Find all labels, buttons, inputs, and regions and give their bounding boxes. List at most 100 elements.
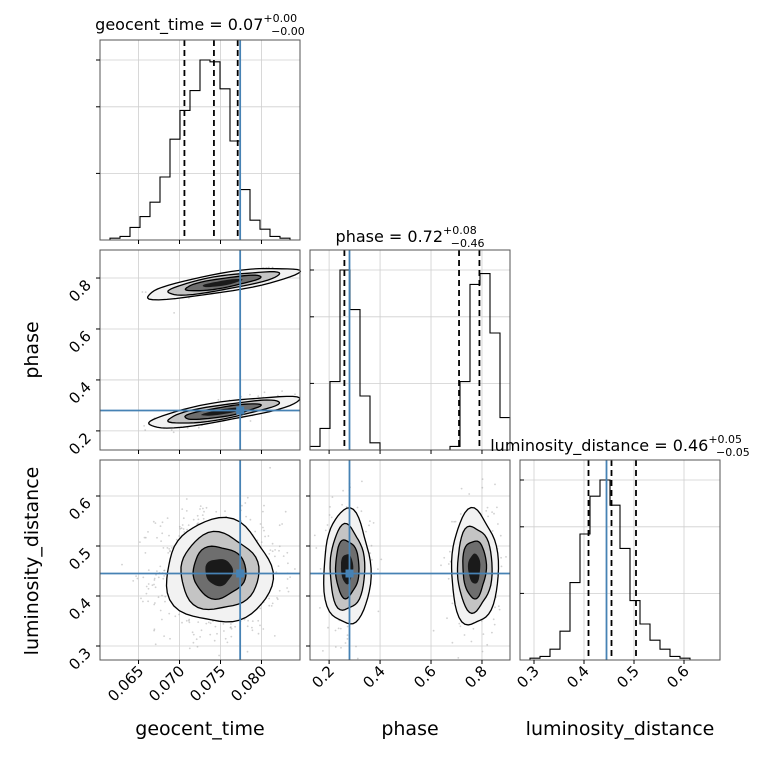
scatter-point: [460, 487, 463, 490]
scatter-point: [263, 391, 266, 394]
hist-geocent-time-frame: [99, 39, 301, 241]
hist-bin-geocent-time-15: [250, 220, 260, 240]
scatter-point: [481, 478, 484, 480]
scatter-point: [271, 542, 274, 545]
hist-bin-phase-1: [320, 428, 330, 450]
ytick-label-luminosity-distance-0: 0.3: [65, 644, 95, 674]
hist-bin-geocent-time-10: [200, 60, 210, 240]
scatter-point: [244, 502, 247, 504]
scatter-point: [468, 493, 471, 495]
scatter-point: [246, 496, 249, 499]
scatter-point: [259, 523, 262, 525]
scatter-point: [205, 622, 208, 625]
hist-bin-phase-15: [460, 382, 470, 450]
scatter-point: [259, 607, 262, 610]
scatter-point: [169, 637, 171, 640]
hist-panel-geocent-time: [96, 39, 301, 244]
scatter-point: [463, 634, 466, 636]
scatter-point: [284, 510, 287, 513]
hist-bin-phase-0: [310, 446, 320, 450]
hist-step-luminosity-distance: [520, 479, 720, 661]
scatter-point: [281, 523, 283, 525]
scatter-point: [268, 597, 270, 600]
scatter-point: [268, 553, 271, 555]
scatter-point: [182, 528, 185, 530]
scatter-point: [491, 530, 494, 532]
scatter-point: [263, 504, 265, 507]
scatter-point: [286, 587, 288, 589]
title-phase-plus: +0.08: [443, 224, 477, 237]
xlabel-geocent-time: geocent_time: [135, 718, 264, 740]
scatter-point: [153, 583, 155, 586]
scatter-point: [224, 637, 227, 640]
scatter-point: [162, 547, 165, 549]
scatter-point: [154, 643, 157, 646]
scatter-point: [278, 549, 280, 552]
scatter-point: [201, 514, 204, 516]
scatter-point: [223, 630, 225, 632]
hist-bin-luminosity-distance-11: [630, 601, 640, 660]
scatter-point: [286, 551, 289, 554]
scatter-point: [245, 515, 248, 518]
scatter-point: [251, 620, 254, 622]
title-geocent-time-minus: −0.00: [271, 25, 305, 38]
title-phase-median: 0.72: [407, 227, 443, 246]
scatter-point: [274, 549, 276, 551]
scatter-point: [159, 525, 162, 527]
scatter-point: [197, 426, 200, 429]
scatter-point: [160, 540, 163, 542]
hist-bin-geocent-time-11: [210, 62, 220, 240]
scatter-point: [251, 629, 254, 632]
scatter-point: [163, 569, 166, 572]
scatter-point: [451, 520, 453, 523]
scatter-point: [287, 562, 289, 565]
scatter-point: [319, 568, 322, 570]
xtick-label-phase-1: 0.4: [359, 662, 389, 692]
ytick-label-phase-1: 0.4: [65, 378, 95, 408]
scatter-point: [380, 558, 383, 561]
scatter-point: [276, 597, 278, 599]
scatter-point: [294, 393, 296, 396]
scatter-point: [153, 603, 156, 606]
scatter-point: [140, 597, 142, 600]
scatter-point: [168, 548, 171, 550]
scatter-point: [315, 547, 318, 549]
hist-bin-geocent-time-4: [140, 217, 150, 240]
scatter-point: [275, 571, 278, 573]
title-geocent-time-median: 0.07: [228, 15, 264, 34]
scatter-point: [142, 600, 144, 603]
scatter-point: [360, 510, 363, 513]
scatter-point: [339, 627, 342, 630]
hist-bin-geocent-time-17: [270, 236, 280, 240]
scatter-point: [197, 621, 200, 623]
scatter-point: [249, 518, 252, 521]
scatter-point: [369, 552, 372, 554]
scatter-point: [163, 635, 166, 637]
title-luminosity-distance-label: luminosity_distance: [490, 436, 649, 456]
scatter-point: [372, 522, 375, 524]
scatter-point: [217, 398, 220, 401]
scatter-point: [356, 657, 359, 660]
scatter-point: [188, 618, 191, 621]
scatter-point: [263, 529, 265, 532]
xtick-label-phase-0: 0.2: [308, 662, 338, 692]
xtick-label-geocent-time-1: 0.070: [145, 662, 188, 705]
scatter-point: [289, 576, 291, 578]
scatter-point: [449, 550, 451, 553]
scatter-point: [185, 619, 188, 622]
scatter-point: [480, 620, 483, 622]
scatter-point: [493, 512, 495, 515]
scatter-point: [195, 638, 198, 641]
xlabel-luminosity-distance: luminosity_distance: [526, 718, 715, 740]
hist-bin-phase-6: [370, 443, 380, 450]
scatter-point: [278, 589, 281, 592]
scatter-point: [262, 628, 265, 630]
scatter-point: [153, 629, 156, 632]
ytick-label-luminosity-distance-1: 0.4: [65, 594, 95, 624]
scatter-point: [247, 619, 250, 622]
hist-bin-luminosity-distance-3: [550, 649, 560, 660]
hist-phase-frame: [309, 249, 511, 451]
hist-bin-luminosity-distance-12: [640, 624, 650, 660]
scatter-point: [203, 510, 205, 513]
